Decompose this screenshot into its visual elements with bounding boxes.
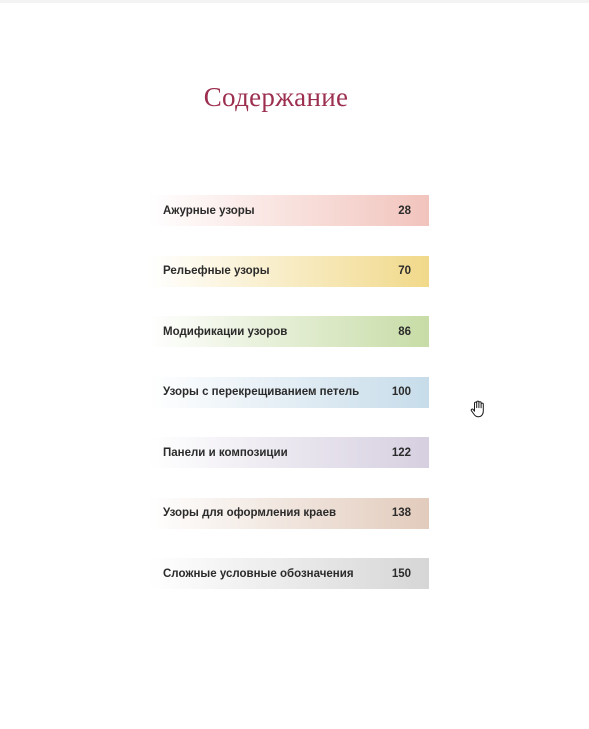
- toc-entry-symbols[interactable]: Сложные условные обозначения 150: [149, 558, 429, 589]
- toc-entry-page: 28: [398, 204, 411, 217]
- toc-entry-page: 100: [391, 386, 411, 398]
- toc-entry-modifications[interactable]: Модификации узоров 86: [149, 316, 429, 347]
- toc-entry-label: Узоры с перекрещиванием петель: [163, 386, 360, 398]
- toc-entry-page: 86: [398, 325, 411, 338]
- toc-entry-page: 138: [391, 507, 411, 519]
- toc-entry-relief[interactable]: Рельефные узоры 70: [149, 255, 429, 287]
- toc-entry-panels[interactable]: Панели и композиции 122: [149, 437, 429, 468]
- toc-entry-page: 150: [391, 567, 411, 580]
- viewer-top-edge: [0, 0, 589, 3]
- toc-entry-label: Модификации узоров: [163, 325, 288, 338]
- toc-entry-label: Рельефные узоры: [163, 265, 270, 277]
- toc-entry-crossed-stitches[interactable]: Узоры с перекрещиванием петель 100: [149, 376, 429, 408]
- toc-entry-label: Ажурные узоры: [163, 204, 255, 217]
- toc-entry-page: 70: [398, 265, 411, 277]
- table-of-contents: Ажурные узоры 28 Рельефные узоры 70 Моди…: [149, 195, 429, 619]
- toc-entry-label: Сложные условные обозначения: [163, 567, 354, 580]
- toc-entry-edges[interactable]: Узоры для оформления краев 138: [149, 497, 429, 529]
- toc-entry-label: Панели и композиции: [163, 446, 288, 459]
- hand-pointer-icon: [470, 400, 484, 418]
- toc-entry-page: 122: [391, 446, 411, 459]
- toc-entry-openwork[interactable]: Ажурные узоры 28: [149, 195, 429, 226]
- page-title: Содержание: [203, 82, 349, 112]
- toc-entry-label: Узоры для оформления краев: [163, 507, 337, 519]
